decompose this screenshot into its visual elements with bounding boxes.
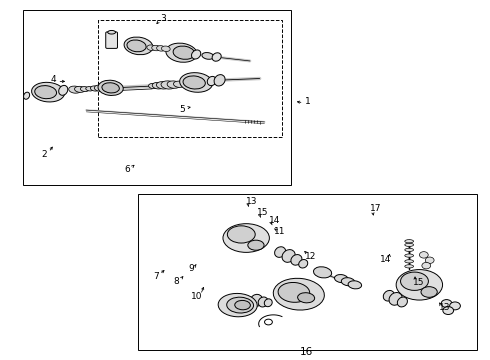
Text: 17: 17 (370, 204, 382, 213)
Ellipse shape (94, 85, 105, 91)
Ellipse shape (282, 249, 295, 262)
Ellipse shape (314, 267, 332, 278)
Ellipse shape (124, 37, 153, 55)
Ellipse shape (405, 243, 414, 247)
Ellipse shape (274, 247, 286, 257)
Ellipse shape (214, 75, 225, 86)
Ellipse shape (348, 281, 362, 289)
Ellipse shape (108, 31, 116, 34)
Ellipse shape (419, 252, 428, 258)
Ellipse shape (173, 81, 185, 87)
Text: 12: 12 (305, 252, 317, 261)
Ellipse shape (80, 87, 89, 91)
Ellipse shape (35, 86, 56, 99)
Ellipse shape (299, 260, 308, 268)
Ellipse shape (24, 92, 29, 99)
Ellipse shape (86, 87, 94, 91)
Text: 7: 7 (153, 271, 159, 280)
Ellipse shape (207, 76, 216, 86)
Ellipse shape (180, 73, 213, 92)
Bar (98, 21, 282, 137)
Ellipse shape (235, 301, 250, 310)
Ellipse shape (166, 43, 197, 62)
Text: 4: 4 (50, 75, 56, 84)
Ellipse shape (173, 46, 195, 59)
Ellipse shape (161, 81, 175, 89)
Ellipse shape (156, 82, 170, 89)
Ellipse shape (383, 291, 394, 301)
Text: 16: 16 (299, 347, 313, 357)
Text: 14: 14 (380, 255, 392, 264)
Bar (23, 10, 292, 185)
Ellipse shape (90, 86, 99, 91)
Ellipse shape (127, 40, 146, 52)
Ellipse shape (152, 45, 160, 51)
Text: 13: 13 (439, 303, 450, 312)
Ellipse shape (227, 297, 253, 313)
Ellipse shape (441, 300, 452, 307)
Ellipse shape (421, 287, 437, 297)
Text: 1: 1 (305, 96, 311, 105)
Ellipse shape (250, 294, 263, 306)
Ellipse shape (278, 283, 310, 302)
Ellipse shape (405, 265, 414, 268)
Ellipse shape (167, 81, 180, 88)
Ellipse shape (32, 82, 65, 102)
Ellipse shape (223, 224, 270, 252)
Ellipse shape (59, 85, 68, 95)
Ellipse shape (218, 293, 257, 317)
Ellipse shape (405, 248, 414, 252)
Ellipse shape (443, 307, 454, 315)
Ellipse shape (258, 297, 268, 307)
Ellipse shape (183, 76, 205, 89)
Text: 6: 6 (125, 165, 131, 174)
Text: 15: 15 (257, 208, 269, 217)
Ellipse shape (405, 260, 414, 263)
Ellipse shape (405, 254, 414, 257)
Ellipse shape (264, 299, 272, 307)
Ellipse shape (405, 240, 414, 243)
Ellipse shape (152, 82, 164, 89)
Ellipse shape (342, 278, 355, 286)
Ellipse shape (400, 272, 428, 291)
Ellipse shape (450, 302, 461, 310)
Ellipse shape (291, 255, 302, 265)
Ellipse shape (425, 257, 434, 264)
Ellipse shape (397, 297, 407, 307)
Ellipse shape (148, 84, 158, 89)
Ellipse shape (162, 46, 170, 51)
Ellipse shape (297, 293, 315, 303)
Bar (138, 194, 477, 350)
Ellipse shape (192, 50, 201, 59)
Ellipse shape (102, 83, 120, 93)
Ellipse shape (273, 278, 324, 310)
Text: 3: 3 (161, 14, 166, 23)
Text: 13: 13 (245, 197, 257, 206)
Ellipse shape (147, 45, 155, 50)
Text: 9: 9 (188, 264, 194, 273)
Ellipse shape (74, 86, 85, 93)
FancyBboxPatch shape (106, 32, 118, 48)
Ellipse shape (422, 262, 431, 269)
Text: 5: 5 (179, 105, 185, 114)
Text: 8: 8 (174, 277, 179, 286)
Ellipse shape (248, 240, 264, 250)
Ellipse shape (265, 319, 272, 325)
Ellipse shape (157, 46, 165, 51)
Text: 2: 2 (42, 150, 48, 159)
Text: 14: 14 (269, 216, 280, 225)
Text: 15: 15 (413, 278, 424, 287)
Ellipse shape (389, 293, 402, 305)
Ellipse shape (335, 275, 348, 283)
Ellipse shape (396, 270, 442, 300)
Text: 11: 11 (274, 228, 286, 237)
Ellipse shape (69, 86, 81, 93)
Ellipse shape (212, 53, 221, 61)
Ellipse shape (98, 80, 123, 95)
Ellipse shape (202, 53, 214, 59)
Ellipse shape (227, 226, 255, 243)
Text: 10: 10 (192, 292, 203, 301)
